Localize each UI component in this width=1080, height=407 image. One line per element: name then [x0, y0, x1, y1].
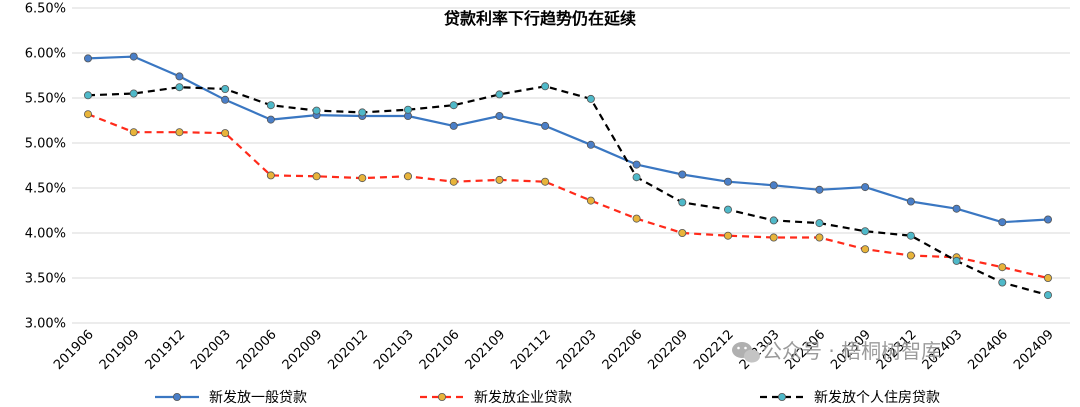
- data-point: [449, 101, 458, 110]
- y-tick-label: 3.00%: [25, 317, 66, 332]
- legend-marker: [778, 392, 787, 401]
- legend: 新发放一般贷款 新发放企业贷款 新发放个人住房贷款: [155, 389, 940, 406]
- data-point: [403, 172, 412, 181]
- y-tick-label: 5.50%: [25, 92, 66, 107]
- data-point: [769, 181, 778, 190]
- chart-title: 贷款利率下行趋势仍在延续: [444, 9, 636, 28]
- data-point: [221, 85, 230, 94]
- data-point: [403, 105, 412, 114]
- data-point: [266, 115, 275, 124]
- data-point: [449, 121, 458, 130]
- data-point: [632, 160, 641, 169]
- data-point: [1044, 291, 1053, 300]
- data-point: [312, 106, 321, 115]
- data-point: [1044, 273, 1053, 282]
- data-point: [449, 177, 458, 186]
- data-point: [861, 245, 870, 254]
- data-point: [541, 177, 550, 186]
- data-point: [724, 205, 733, 214]
- data-point: [586, 196, 595, 205]
- data-point: [129, 89, 138, 98]
- data-point: [769, 233, 778, 242]
- data-point: [495, 175, 504, 184]
- legend-item: 新发放个人住房贷款: [760, 390, 940, 406]
- data-point: [861, 183, 870, 192]
- data-point: [266, 171, 275, 180]
- series-line: [87, 55, 1049, 224]
- data-point: [129, 128, 138, 137]
- data-point: [678, 170, 687, 179]
- data-point: [495, 112, 504, 121]
- data-point: [998, 218, 1007, 227]
- series-line: [87, 85, 1049, 297]
- data-point: [906, 251, 915, 260]
- legend-item: 新发放一般贷款: [155, 390, 307, 406]
- data-point: [815, 219, 824, 228]
- legend-item: 新发放企业贷款: [420, 389, 572, 406]
- y-tick-label: 4.50%: [25, 182, 66, 197]
- data-point: [129, 52, 138, 61]
- data-point: [632, 214, 641, 223]
- data-point: [1044, 215, 1053, 224]
- data-point: [84, 91, 93, 100]
- legend-label: 新发放一般贷款: [209, 390, 307, 406]
- data-point: [678, 228, 687, 237]
- data-point: [358, 174, 367, 183]
- watermark-text: 公众号 · 梧桐树智库: [762, 339, 941, 363]
- legend-label: 新发放个人住房贷款: [814, 390, 940, 406]
- grid-lines: [72, 7, 1070, 324]
- y-tick-label: 4.00%: [25, 227, 66, 242]
- legend-label: 新发放企业贷款: [474, 389, 572, 406]
- data-point: [221, 95, 230, 104]
- data-point: [358, 108, 367, 117]
- y-axis: 3.00% 3.50% 4.00% 4.50% 5.00% 5.50% 6.00% 6.50%: [25, 2, 66, 332]
- data-point: [495, 90, 504, 99]
- series-1: [84, 110, 1053, 282]
- series-0: [84, 52, 1053, 227]
- data-point: [952, 204, 961, 213]
- y-tick-label: 6.00%: [25, 47, 66, 62]
- y-tick-label: 5.00%: [25, 137, 66, 152]
- y-tick-label: 6.50%: [25, 2, 66, 17]
- data-point: [906, 197, 915, 206]
- series-group: [84, 52, 1053, 300]
- data-point: [632, 173, 641, 182]
- data-point: [678, 198, 687, 207]
- series-2: [84, 82, 1053, 300]
- legend-marker: [172, 392, 181, 401]
- data-point: [175, 72, 184, 81]
- data-point: [769, 216, 778, 225]
- data-point: [815, 185, 824, 194]
- y-tick-label: 3.50%: [25, 272, 66, 287]
- data-point: [906, 231, 915, 240]
- data-point: [175, 128, 184, 137]
- data-point: [724, 177, 733, 186]
- data-point: [724, 231, 733, 240]
- data-point: [815, 233, 824, 242]
- data-point: [586, 94, 595, 103]
- data-point: [266, 101, 275, 110]
- data-point: [312, 172, 321, 181]
- data-point: [861, 227, 870, 236]
- wechat-icon: [732, 342, 760, 363]
- series-line: [87, 113, 1049, 280]
- data-point: [952, 256, 961, 265]
- data-point: [84, 110, 93, 119]
- data-point: [541, 121, 550, 130]
- data-point: [998, 263, 1007, 272]
- data-point: [84, 54, 93, 63]
- data-point: [541, 82, 550, 91]
- legend-marker: [437, 392, 446, 401]
- data-point: [586, 140, 595, 149]
- watermark: 公众号 · 梧桐树智库: [732, 339, 941, 363]
- data-point: [221, 129, 230, 138]
- data-point: [175, 83, 184, 92]
- data-point: [998, 278, 1007, 287]
